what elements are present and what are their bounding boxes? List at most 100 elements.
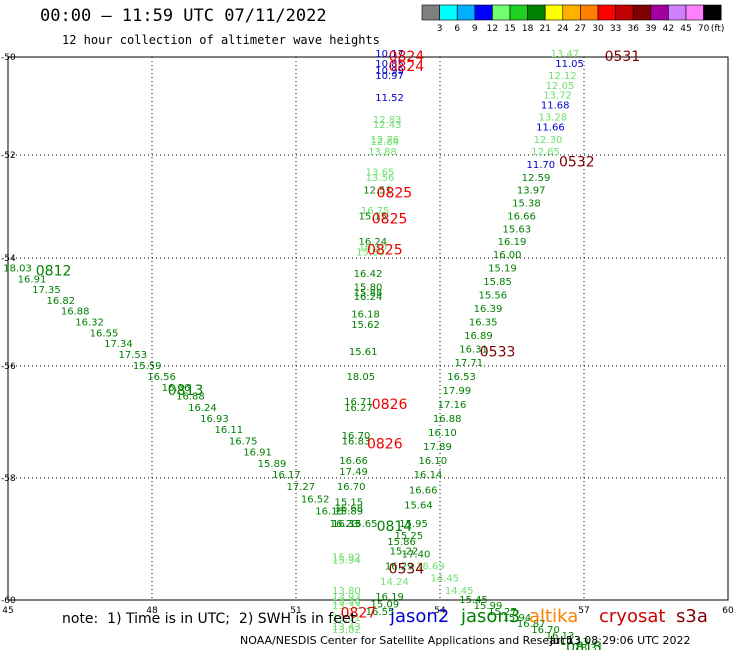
wave-height-label: 15.85 <box>483 277 512 288</box>
colorbar-swatch <box>456 4 476 21</box>
wave-height-label: 14.45 <box>430 574 459 585</box>
wave-height-label: 10.97 <box>375 71 404 82</box>
pass-time-label: 0532 <box>559 155 595 171</box>
wave-height-label: 15.92 <box>332 552 361 563</box>
wave-height-label: 16.75 <box>361 206 390 217</box>
wave-height-label: 13.56 <box>366 173 395 184</box>
colorbar: 3 6 9 12 15 18 21 24 27 30 33 36 39 42 45 70 (ft) <box>421 4 724 34</box>
wave-height-label: 16.70 <box>342 431 371 442</box>
wave-height-label: 16.36 <box>162 383 191 394</box>
wave-height-label: 15.63 <box>502 224 531 235</box>
colorbar-label: 18 <box>522 24 534 34</box>
wave-height-label: 17.34 <box>104 339 133 350</box>
wave-height-label: 18.03 <box>3 264 32 275</box>
wave-height-label: 17.40 <box>402 549 431 560</box>
wave-height-label: 14.45 <box>445 586 474 597</box>
wave-height-label: 16.24 <box>358 237 387 248</box>
wave-height-label: 16.11 <box>214 425 243 436</box>
wave-height-label: 16.75 <box>229 436 258 447</box>
wave-height-label: 16.14 <box>414 470 443 481</box>
wave-height-label: 16.71 <box>344 397 373 408</box>
colorbar-label: 15 <box>504 24 515 34</box>
colorbar-label: 30 <box>592 24 604 34</box>
colorbar-label: 6 <box>454 24 460 34</box>
wave-height-label: 17.35 <box>32 285 61 296</box>
x-tick-label: 51 <box>290 606 301 616</box>
colorbar-swatch <box>421 4 440 21</box>
pass-time-label: 0812 <box>36 264 72 280</box>
wave-height-label: 13.36 <box>332 597 361 608</box>
wave-height-label: 16.10 <box>418 456 447 467</box>
wave-height-label: 17.89 <box>423 442 452 453</box>
wave-height-label: 13.47 <box>550 49 579 60</box>
pass-time-label: 0825 <box>367 242 403 258</box>
wave-height-label: 16.53 <box>447 372 476 383</box>
colorbar-label: 9 <box>472 24 478 34</box>
wave-height-label: 16.13 <box>546 631 575 642</box>
legend-jason3: jason3 <box>461 606 521 627</box>
wave-height-label: 16.27 <box>344 403 373 414</box>
colorbar-swatch <box>474 4 493 21</box>
wave-height-label: 16.19 <box>375 592 404 603</box>
colorbar-label: 3 <box>437 24 443 34</box>
pass-time-label: 0814 <box>377 519 413 535</box>
wave-height-label: 16.55 <box>90 328 119 339</box>
legend-s3a: s3a <box>676 606 708 627</box>
wave-height-label: 15.62 <box>351 320 380 331</box>
wave-height-label: 16.23 <box>330 519 359 530</box>
wave-height-label: 15.15 <box>358 211 387 222</box>
wave-height-label: 10.17 <box>375 49 404 60</box>
wave-height-label: 18.31 <box>574 643 603 650</box>
wave-height-label: 15.27 <box>488 607 517 618</box>
wave-height-label: 16.56 <box>147 372 176 383</box>
wave-height-label: 16.83 <box>342 436 371 447</box>
wave-height-label: 13.33 <box>332 601 361 612</box>
wave-height-label: 16.24 <box>188 403 217 414</box>
wave-height-label: 18.05 <box>346 372 375 383</box>
wave-height-label: 16.42 <box>354 269 383 280</box>
wave-height-label: 16.33 <box>332 519 361 530</box>
colorbar-swatch <box>509 4 528 21</box>
x-tick-label: 60 <box>722 606 734 616</box>
wave-height-label: 13.80 <box>332 586 361 597</box>
plot-frame <box>7 56 729 601</box>
wave-height-label: 16.17 <box>272 470 301 481</box>
wave-height-label: 15.25 <box>394 531 423 542</box>
colorbar-label: 70 <box>698 24 710 34</box>
wave-height-label: 12.83 <box>373 115 402 126</box>
colorbar-swatch <box>668 4 687 21</box>
wave-height-label: 10.85 <box>375 59 404 70</box>
wave-height-label: 15.94 <box>502 613 531 624</box>
x-tick-label: 54 <box>434 606 446 616</box>
wave-height-label: 13.01 <box>332 613 361 624</box>
wave-height-label: 14.24 <box>380 577 409 588</box>
wave-height-label: 17.27 <box>286 482 315 493</box>
legend-altika: altika <box>529 606 579 627</box>
wave-height-label: 12.43 <box>373 120 402 131</box>
colorbar-label: 39 <box>645 24 657 34</box>
wave-height-label: 16.68 <box>334 504 363 515</box>
y-tick-label: -60 <box>1 596 16 606</box>
wave-height-label: 16.29 <box>385 562 414 573</box>
wave-height-label: 16.18 <box>351 309 380 320</box>
timestamp-text: Jul 13 08:29:06 UTC 2022 <box>550 634 691 647</box>
pass-time-label: 0824 <box>389 49 425 65</box>
wave-height-label: 13.88 <box>368 147 397 158</box>
wave-height-label: 11.52 <box>375 93 404 104</box>
wave-height-label: 16.70 <box>531 625 560 636</box>
wave-height-label: 10.99 <box>375 66 404 77</box>
pass-time-label: 0825 <box>372 211 408 227</box>
wave-height-label: 17.99 <box>442 386 471 397</box>
wave-height-label: 16.88 <box>61 307 90 318</box>
wave-height-label: 13.93 <box>332 592 361 603</box>
colorbar-label: 36 <box>627 24 639 34</box>
pass-time-label: 0533 <box>480 345 516 361</box>
pass-time-label: 0534 <box>389 562 425 578</box>
colorbar-label: 42 <box>663 24 674 34</box>
colorbar-label: 12 <box>487 24 498 34</box>
wave-height-label: 15.56 <box>478 291 507 302</box>
colorbar-swatch <box>580 4 599 21</box>
